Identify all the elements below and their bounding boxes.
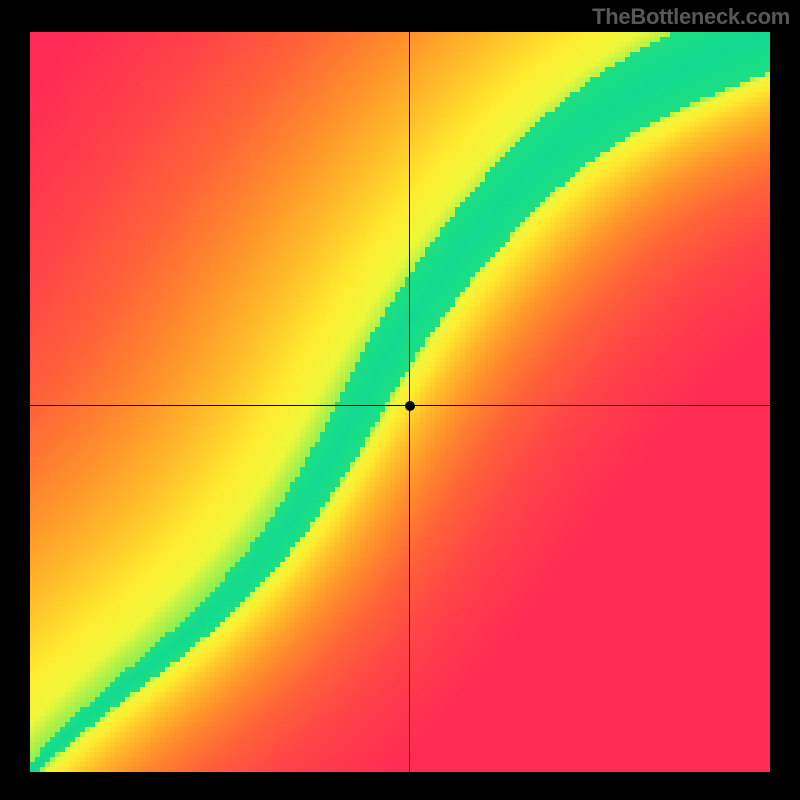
marker-dot (405, 401, 415, 411)
heatmap-canvas (30, 32, 770, 772)
watermark-text: TheBottleneck.com (592, 4, 790, 30)
chart-container: TheBottleneck.com (0, 0, 800, 800)
plot-area (30, 32, 770, 772)
crosshair-horizontal (30, 405, 770, 406)
